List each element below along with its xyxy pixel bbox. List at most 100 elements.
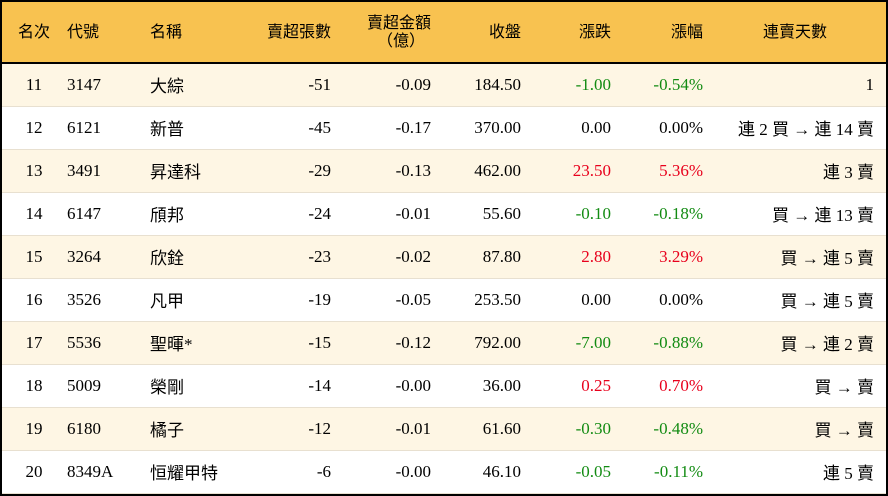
cell-sell-lots: -12 [308, 418, 331, 438]
header-sell-days: 連賣天數 [762, 22, 827, 41]
header-rank: 名次 [17, 22, 50, 41]
table-row[interactable]: 19 6180 橘子 -12 -0.01 61.60 -0.30 -0.48% 買 → 賣 [2, 407, 886, 450]
cell-rank: 12 [25, 117, 43, 137]
table-row[interactable]: 20 8349A 恒耀甲特 -6 -0.00 46.10 -0.05 -0.11% 連 5 賣 [2, 450, 886, 493]
table-row[interactable]: 15 3264 欣銓 -23 -0.02 87.80 2.80 3.29% 買 → 連 5 賣 [2, 235, 886, 278]
cell-code: 5009 [67, 375, 101, 395]
cell-sell-days: 買 → 連 5 賣 [780, 249, 875, 268]
header-change: 漲跌 [578, 22, 611, 41]
cell-close: 370.00 [474, 117, 521, 137]
cell-sell-amount: -0.00 [395, 375, 431, 395]
table-row[interactable]: 13 3491 昇達科 -29 -0.13 462.00 23.50 5.36% 連 3 賣 [2, 149, 886, 192]
cell-name: 欣銓 [150, 249, 184, 268]
cell-sell-lots: -29 [308, 160, 331, 180]
cell-sell-days: 連 5 賣 [823, 464, 874, 483]
cell-sell-days: 買 → 連 13 賣 [772, 206, 874, 225]
cell-sell-lots: -45 [308, 117, 331, 137]
cell-name: 榮剛 [150, 378, 184, 397]
cell-close: 36.00 [482, 375, 521, 395]
table-row[interactable]: 17 5536 聖暉* -15 -0.12 792.00 -7.00 -0.88% 買 → 連 … [2, 321, 886, 364]
cell-name: 昇達科 [150, 163, 201, 182]
table-row[interactable]: 16 3526 凡甲 -19 -0.05 253.50 0.00 0.00% 買 → 連 5 賣 [2, 278, 886, 321]
cell-change: 2.80 [581, 246, 611, 266]
cell-sell-amount: -0.09 [395, 74, 431, 94]
cell-change: 0.25 [581, 375, 611, 395]
cell-rank: 16 [25, 289, 43, 309]
cell-close: 46.10 [482, 461, 521, 481]
cell-sell-lots: -14 [308, 375, 331, 395]
cell-change: -7.00 [575, 332, 611, 352]
cell-sell-days: 買 → 連 5 賣 [780, 292, 875, 311]
cell-sell-days: 買 → 賣 [814, 421, 875, 440]
cell-change-pct: -0.88% [653, 332, 703, 352]
cell-change: -0.10 [575, 203, 611, 223]
table-row[interactable]: 11 3147 大綜 -51 -0.09 184.50 -1.00 -0.54% 1 [2, 63, 886, 106]
cell-change-pct: 3.29% [659, 246, 703, 266]
cell-code: 5536 [67, 332, 101, 352]
cell-change: 0.00 [581, 289, 611, 309]
header-sell-amount: 賣超金額 （億） [366, 13, 431, 50]
cell-close: 792.00 [474, 332, 521, 352]
cell-name: 凡甲 [150, 292, 184, 311]
cell-sell-lots: -51 [308, 74, 331, 94]
cell-change-pct: 0.70% [659, 375, 703, 395]
cell-rank: 18 [25, 375, 43, 395]
cell-code: 6180 [67, 418, 101, 438]
cell-name: 聖暉* [150, 335, 193, 354]
cell-sell-days: 買 → 賣 [814, 378, 875, 397]
cell-rank: 11 [25, 74, 43, 94]
cell-change-pct: -0.11% [654, 461, 703, 481]
cell-rank: 13 [25, 160, 43, 180]
table-row[interactable]: 12 6121 新普 -45 -0.17 370.00 0.00 0.00% 連 2 買 → 連… [2, 106, 886, 149]
cell-sell-lots: -24 [308, 203, 331, 223]
cell-close: 462.00 [474, 160, 521, 180]
cell-sell-days: 1 [865, 74, 875, 94]
cell-name: 頎邦 [150, 206, 184, 225]
cell-close: 87.80 [482, 246, 521, 266]
cell-sell-amount: -0.12 [395, 332, 431, 352]
cell-name: 新普 [150, 120, 184, 139]
header-change-pct: 漲幅 [670, 22, 703, 41]
cell-code: 3491 [67, 160, 101, 180]
cell-sell-lots: -23 [308, 246, 331, 266]
cell-close: 61.60 [482, 418, 521, 438]
cell-sell-days: 連 2 買 → 連 14 賣 [738, 120, 874, 139]
header-sell-lots: 賣超張數 [266, 22, 331, 41]
cell-code: 3147 [67, 74, 101, 94]
cell-change: -0.05 [575, 461, 611, 481]
header-close: 收盤 [488, 22, 521, 41]
cell-rank: 15 [25, 246, 43, 266]
cell-sell-lots: -15 [308, 332, 331, 352]
cell-change-pct: 5.36% [659, 160, 703, 180]
cell-name: 橘子 [150, 421, 184, 440]
cell-name: 恒耀甲特 [150, 464, 218, 483]
table-header: 名次 代號 名稱 賣超張數 賣超金額 （億） 收盤 漲跌 漲幅 連賣天數 [2, 2, 886, 63]
cell-rank: 14 [25, 203, 43, 223]
cell-sell-amount: -0.05 [395, 289, 431, 309]
cell-code: 6147 [67, 203, 101, 223]
cell-sell-lots: -19 [308, 289, 331, 309]
cell-code: 3526 [67, 289, 101, 309]
cell-sell-amount: -0.13 [395, 160, 431, 180]
cell-rank: 20 [25, 461, 43, 481]
cell-code: 3264 [67, 246, 101, 266]
cell-change: -1.00 [575, 74, 611, 94]
cell-change: 23.50 [572, 160, 611, 180]
table-row[interactable]: 14 6147 頎邦 -24 -0.01 55.60 -0.10 -0.18% 買 → 連 13… [2, 192, 886, 235]
cell-change-pct: -0.54% [653, 74, 703, 94]
cell-sell-days: 買 → 連 2 賣 [780, 335, 875, 354]
table-row[interactable]: 18 5009 榮剛 -14 -0.00 36.00 0.25 0.70% 買 → 賣 [2, 364, 886, 407]
cell-sell-amount: -0.01 [395, 203, 431, 223]
header-code: 代號 [67, 22, 100, 41]
cell-change: 0.00 [581, 117, 611, 137]
cell-sell-amount: -0.00 [395, 461, 431, 481]
cell-change-pct: 0.00% [659, 117, 703, 137]
cell-change-pct: -0.18% [653, 203, 703, 223]
cell-sell-amount: -0.17 [395, 117, 431, 137]
cell-code: 6121 [67, 117, 101, 137]
cell-sell-days: 連 3 賣 [823, 163, 874, 182]
cell-change-pct: -0.48% [653, 418, 703, 438]
cell-rank: 19 [25, 418, 43, 438]
cell-close: 55.60 [482, 203, 521, 223]
cell-sell-amount: -0.02 [395, 246, 431, 266]
